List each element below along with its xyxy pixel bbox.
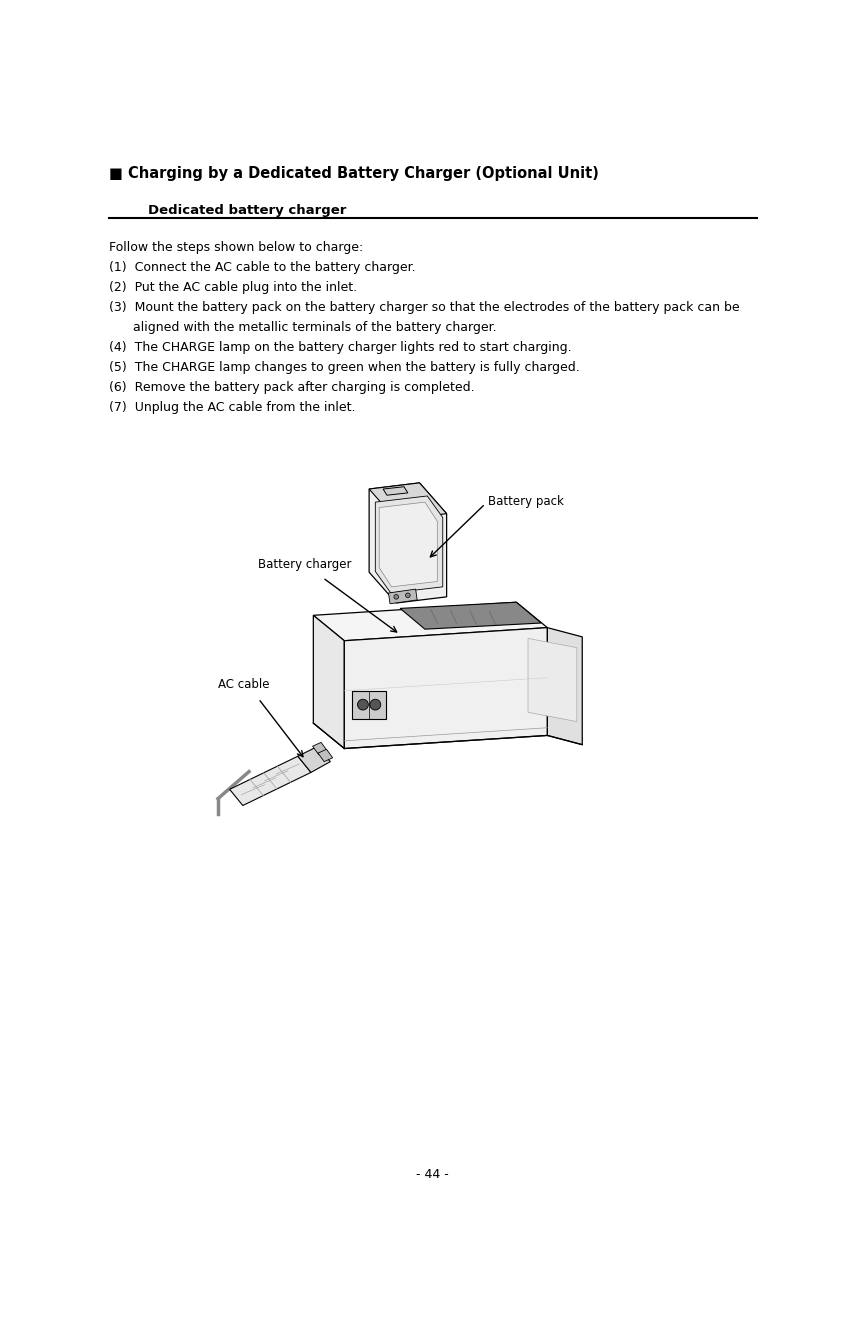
Text: AC cable: AC cable <box>218 678 269 691</box>
Text: - 44 -: - 44 - <box>416 1168 448 1181</box>
Polygon shape <box>547 627 582 744</box>
Text: (5)  The CHARGE lamp changes to green when the battery is fully charged.: (5) The CHARGE lamp changes to green whe… <box>110 361 580 375</box>
Text: (2)  Put the AC cable plug into the inlet.: (2) Put the AC cable plug into the inlet… <box>110 282 357 294</box>
Text: aligned with the metallic terminals of the battery charger.: aligned with the metallic terminals of t… <box>110 322 496 334</box>
Text: (3)  Mount the battery pack on the battery charger so that the electrodes of the: (3) Mount the battery pack on the batter… <box>110 302 739 314</box>
Polygon shape <box>528 638 576 722</box>
Text: (7)  Unplug the AC cable from the inlet.: (7) Unplug the AC cable from the inlet. <box>110 401 355 415</box>
Polygon shape <box>344 627 547 748</box>
Polygon shape <box>379 502 437 587</box>
Polygon shape <box>352 691 386 719</box>
Circle shape <box>370 699 381 710</box>
Circle shape <box>357 699 368 710</box>
Polygon shape <box>317 750 333 762</box>
Text: Dedicated battery charger: Dedicated battery charger <box>148 205 346 217</box>
Text: (1)  Connect the AC cable to the battery charger.: (1) Connect the AC cable to the battery … <box>110 260 415 274</box>
Polygon shape <box>312 743 327 755</box>
Polygon shape <box>313 615 344 748</box>
Text: (6)  Remove the battery pack after charging is completed.: (6) Remove the battery pack after chargi… <box>110 381 474 395</box>
Text: Follow the steps shown below to charge:: Follow the steps shown below to charge: <box>110 241 363 254</box>
Polygon shape <box>400 602 540 629</box>
Polygon shape <box>388 589 417 603</box>
Polygon shape <box>375 496 442 593</box>
Polygon shape <box>313 602 547 641</box>
Polygon shape <box>369 482 446 520</box>
Text: Battery charger: Battery charger <box>258 558 351 571</box>
Polygon shape <box>382 486 408 496</box>
Circle shape <box>393 594 398 599</box>
Circle shape <box>405 593 409 598</box>
Text: (4)  The CHARGE lamp on the battery charger lights red to start charging.: (4) The CHARGE lamp on the battery charg… <box>110 342 571 355</box>
Polygon shape <box>230 756 311 805</box>
Text: ■ Charging by a Dedicated Battery Charger (Optional Unit): ■ Charging by a Dedicated Battery Charge… <box>110 166 598 181</box>
Polygon shape <box>297 747 330 772</box>
Text: Battery pack: Battery pack <box>487 494 563 508</box>
Polygon shape <box>369 482 446 603</box>
